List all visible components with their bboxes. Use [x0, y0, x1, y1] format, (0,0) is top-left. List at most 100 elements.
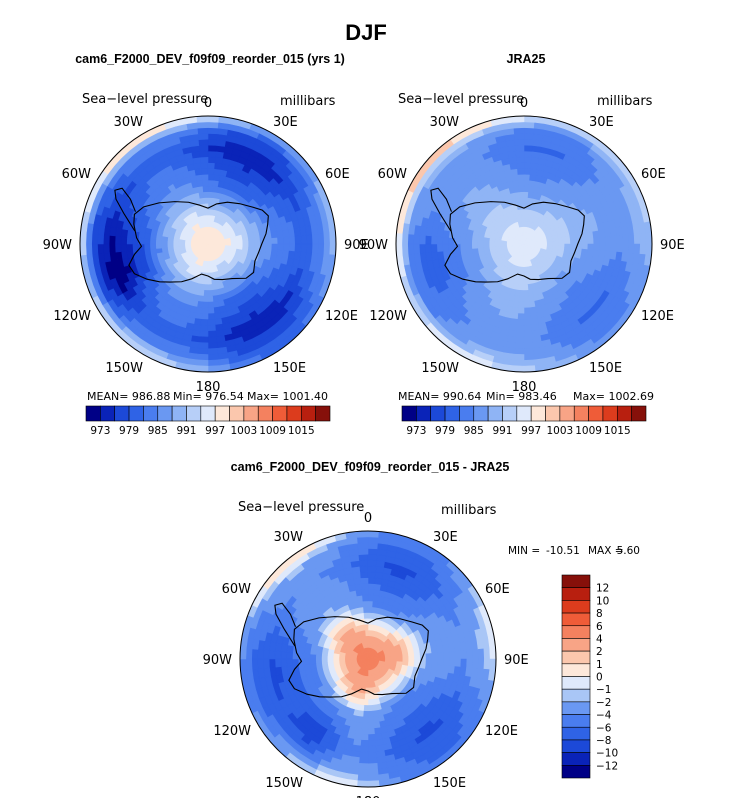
field-cell [201, 173, 209, 181]
colorbar-swatch [561, 574, 591, 588]
colorbar-swatch [286, 405, 302, 422]
longitude-label: 90E [660, 238, 685, 253]
field-cell [225, 241, 232, 245]
field-cell [367, 734, 376, 741]
field-cell [91, 243, 99, 255]
field-cell [616, 235, 624, 245]
field-cell [362, 600, 369, 608]
field-cell [367, 699, 373, 706]
field-cell [198, 133, 209, 140]
field-cell [447, 243, 455, 251]
map-border [395, 115, 653, 373]
field-cell [477, 243, 484, 249]
field-cell [518, 301, 525, 309]
field-cell [338, 658, 346, 662]
longitude-label: 90E [504, 653, 529, 668]
field-cell [523, 359, 535, 367]
longitude-label: 90W [359, 238, 389, 253]
field-cell [430, 243, 438, 253]
field-cell [248, 239, 255, 245]
field-cell [199, 336, 209, 344]
field-cell [599, 243, 606, 252]
field-cell [197, 359, 209, 367]
field-cell [303, 658, 311, 665]
field-cell [207, 261, 211, 268]
field-cell [196, 116, 209, 123]
field-cell [271, 237, 279, 245]
colorbar-swatch [561, 752, 591, 766]
field-cell [143, 238, 151, 245]
field-cell [205, 220, 209, 227]
field-cell [581, 243, 589, 250]
longitude-label: 60E [325, 167, 350, 182]
field-cell [254, 239, 261, 245]
field-cell [207, 336, 217, 344]
field-cell [207, 133, 218, 140]
panel-diff-title: cam6_F2000_DEV_f09f09_reorder_015 - JRA2… [231, 460, 510, 474]
field-cell [581, 238, 589, 245]
field-cell [610, 243, 618, 253]
field-cell [366, 641, 369, 648]
colorbar-tick-label: 0 [596, 672, 603, 684]
field-cells [396, 116, 652, 372]
longitude-label: 120W [53, 309, 91, 324]
colorbar-swatch [561, 612, 591, 627]
field-cell [197, 127, 209, 135]
field-cell [184, 243, 191, 247]
field-cell [211, 289, 218, 297]
field-cell [206, 226, 209, 233]
field-cell [425, 658, 433, 665]
field-cell [315, 658, 322, 664]
colorbar-swatch [561, 726, 591, 741]
peninsula-coastline [430, 187, 453, 232]
field-cell [155, 247, 163, 254]
colorbar-swatch [530, 405, 546, 422]
field-cell [361, 588, 369, 596]
field-cell [587, 237, 595, 245]
field-cell [329, 232, 336, 245]
field-cell [385, 656, 392, 660]
field-cell [517, 313, 525, 321]
field-cell [471, 247, 479, 254]
field-cell [367, 542, 379, 550]
field-cell [523, 121, 535, 129]
field-cell [131, 243, 139, 251]
field-cell [207, 348, 218, 355]
field-cell [523, 162, 532, 169]
field-cell [515, 336, 525, 344]
colorbar-swatch [214, 405, 230, 422]
colorbar-tick-label: 979 [119, 425, 139, 437]
field-cell [291, 658, 299, 666]
colorbar-tick-label: 1009 [575, 425, 602, 437]
field-cell [361, 728, 369, 736]
field-cell [523, 301, 530, 309]
field-cell [251, 658, 259, 670]
field-cell [523, 167, 531, 175]
field-cell [207, 278, 212, 286]
field-cell [236, 240, 244, 245]
field-cell [360, 734, 369, 741]
field-cell [413, 649, 421, 656]
colorbar-tick-label: −2 [596, 697, 611, 709]
field-cell [274, 658, 282, 668]
field-cell [424, 235, 432, 245]
field-cell [357, 542, 369, 550]
field-cell [633, 243, 641, 255]
field-cell [622, 243, 630, 254]
field-cell [521, 214, 525, 222]
colorbar-swatch [473, 405, 489, 422]
field-cell [315, 662, 323, 669]
longitude-label: 30E [589, 115, 614, 130]
field-cell [436, 236, 444, 245]
field-cell [367, 710, 374, 718]
colorbar-swatch [257, 405, 273, 422]
field-cell [362, 716, 369, 724]
field-cell [360, 739, 369, 747]
field-cell [523, 319, 532, 326]
field-cell [518, 179, 525, 187]
field-cell [523, 295, 530, 303]
field-cell [523, 353, 535, 361]
field-cell [523, 330, 533, 338]
field-cell [367, 693, 372, 701]
colorbar-tick-label: 1015 [604, 425, 631, 437]
